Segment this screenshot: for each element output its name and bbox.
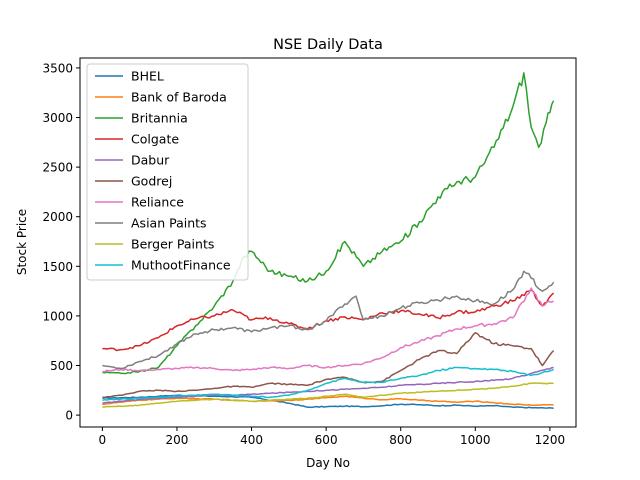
x-tick-label: 600 <box>315 433 338 447</box>
series-line-colgate <box>102 289 555 352</box>
x-tick-label: 400 <box>240 433 263 447</box>
y-tick-label: 3000 <box>42 111 73 125</box>
legend-box <box>86 63 249 281</box>
legend-label: Asian Paints <box>131 216 207 231</box>
y-tick-label: 1500 <box>42 260 73 274</box>
series-line-bhel <box>102 394 554 409</box>
series-line-reliance <box>102 287 554 373</box>
series-layer <box>102 72 555 409</box>
chart-title: NSE Daily Data <box>273 37 383 53</box>
legend-label: Bank of Baroda <box>131 90 227 105</box>
x-tick-label: 1000 <box>460 433 491 447</box>
series-line-berger-paints <box>102 382 554 408</box>
x-tick-label: 1200 <box>535 433 566 447</box>
x-tick-label: 0 <box>99 433 107 447</box>
legend: BHEL Bank of Baroda Britannia Colgate Dabur G… <box>86 63 249 281</box>
axes-layer: 0 200 400 600 800 1000 1200 0 500 1000 1500 2000 250… <box>42 61 565 447</box>
y-tick-label: 500 <box>50 359 73 373</box>
y-tick-label: 2000 <box>42 210 73 224</box>
legend-label: MuthootFinance <box>131 258 231 273</box>
x-tick-label: 200 <box>166 433 189 447</box>
legend-label: Dabur <box>131 153 170 168</box>
legend-label: BHEL <box>131 69 164 84</box>
legend-label: Berger Paints <box>131 237 214 252</box>
plot-frame <box>79 57 577 428</box>
legend-label: Colgate <box>131 132 179 147</box>
legend-label: Godrej <box>131 174 172 189</box>
legend-label: Reliance <box>131 195 184 210</box>
y-tick-label: 1000 <box>42 309 73 323</box>
y-tick-label: 0 <box>65 409 73 423</box>
y-tick-label: 3500 <box>42 61 73 75</box>
x-axis-label: Day No <box>306 456 350 470</box>
y-axis-label: Stock Price <box>15 209 29 275</box>
series-line-bank-of-baroda <box>102 395 554 407</box>
y-tick-label: 2500 <box>42 161 73 175</box>
series-line-britannia <box>102 72 555 375</box>
legend-label: Britannia <box>131 111 188 126</box>
series-line-muthootfinance <box>102 366 554 401</box>
series-line-dabur <box>102 366 554 404</box>
x-tick-label: 800 <box>389 433 412 447</box>
series-line-godrej <box>102 332 555 399</box>
series-line-asian-paints <box>102 270 555 370</box>
